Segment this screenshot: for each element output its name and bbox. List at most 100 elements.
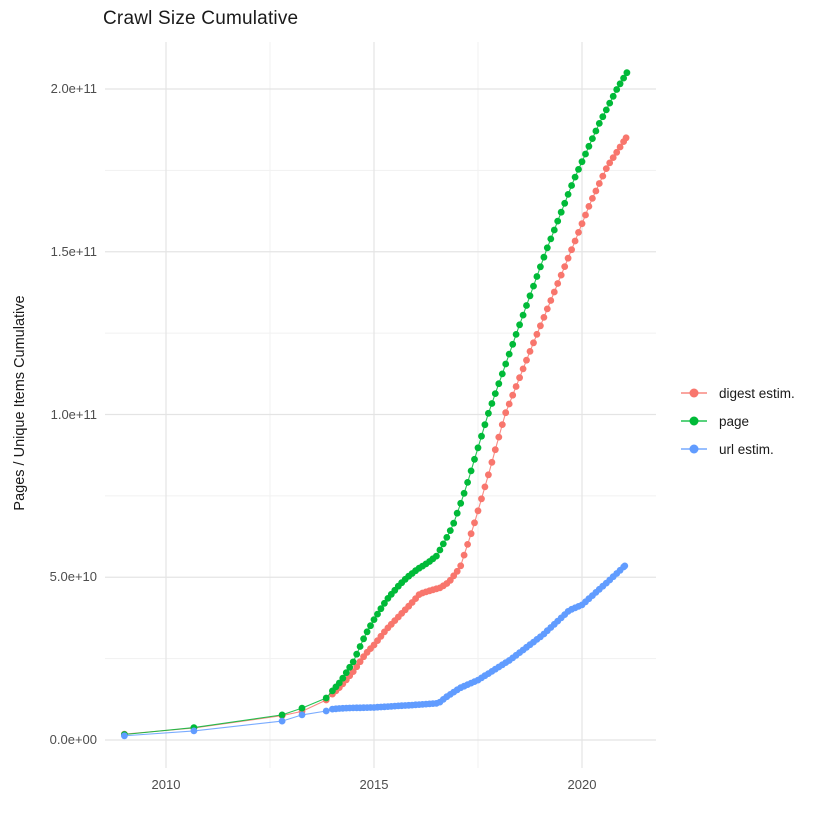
data-point bbox=[485, 409, 492, 417]
legend-key-icon bbox=[681, 388, 707, 398]
legend-item-digest-estim: digest estim. bbox=[681, 379, 795, 407]
legend-key-icon bbox=[681, 416, 707, 426]
data-point bbox=[533, 273, 541, 280]
data-point bbox=[602, 106, 610, 114]
data-point bbox=[595, 180, 603, 187]
data-point bbox=[346, 663, 354, 671]
data-point bbox=[298, 704, 306, 712]
series-url-estim bbox=[121, 562, 629, 740]
data-point bbox=[616, 143, 624, 151]
data-point bbox=[471, 519, 478, 527]
data-point bbox=[121, 732, 128, 740]
data-point bbox=[353, 663, 361, 671]
legend-key-dot bbox=[689, 444, 699, 454]
data-point bbox=[530, 339, 537, 347]
data-point bbox=[616, 80, 624, 88]
data-point bbox=[564, 254, 572, 262]
data-point bbox=[457, 562, 465, 570]
data-point bbox=[450, 519, 458, 527]
data-point bbox=[575, 166, 582, 173]
data-point bbox=[557, 271, 565, 279]
data-point bbox=[474, 444, 482, 452]
data-point bbox=[606, 99, 614, 107]
chart-title: Crawl Size Cumulative bbox=[103, 8, 299, 29]
data-point bbox=[606, 159, 614, 167]
data-point bbox=[509, 391, 517, 399]
data-point bbox=[582, 211, 589, 219]
legend-label: page bbox=[719, 413, 750, 429]
data-point bbox=[498, 421, 506, 428]
data-point bbox=[190, 727, 198, 735]
data-point bbox=[478, 495, 485, 503]
x-tick-label: 2015 bbox=[359, 777, 389, 792]
data-point bbox=[485, 471, 492, 479]
data-point bbox=[564, 191, 572, 198]
y-tick-label: 0.0e+00 bbox=[49, 732, 97, 747]
series-line bbox=[124, 72, 628, 736]
data-point bbox=[495, 380, 503, 388]
data-point bbox=[349, 658, 357, 666]
data-point bbox=[505, 350, 513, 358]
data-point bbox=[502, 360, 510, 368]
data-point bbox=[602, 165, 610, 173]
data-point bbox=[353, 650, 361, 658]
data-point bbox=[578, 158, 586, 166]
data-point bbox=[582, 150, 589, 158]
legend-key-dot bbox=[689, 388, 699, 398]
data-point bbox=[609, 92, 617, 100]
data-point bbox=[589, 135, 596, 143]
data-point bbox=[491, 390, 499, 397]
data-point bbox=[592, 187, 600, 195]
data-point bbox=[505, 400, 513, 408]
data-point bbox=[620, 74, 627, 82]
legend-key-dot bbox=[689, 416, 699, 426]
data-point bbox=[453, 567, 461, 575]
data-point bbox=[543, 305, 551, 313]
data-point bbox=[443, 534, 451, 541]
data-point bbox=[623, 69, 631, 77]
legend-key-icon bbox=[681, 444, 707, 454]
data-point bbox=[530, 282, 537, 290]
data-point bbox=[537, 322, 544, 330]
y-axis-title: Pages / Unique Items Cumulative bbox=[12, 295, 28, 511]
legend-item-url-estim: url estim. bbox=[681, 435, 795, 463]
data-point bbox=[512, 331, 520, 338]
data-point bbox=[377, 605, 385, 613]
data-point bbox=[540, 253, 548, 261]
data-point bbox=[621, 562, 629, 570]
data-point bbox=[488, 458, 496, 466]
data-point bbox=[568, 182, 575, 189]
x-tick-label: 2010 bbox=[151, 777, 181, 792]
data-point bbox=[550, 226, 558, 234]
data-point bbox=[585, 203, 593, 210]
data-point bbox=[516, 374, 523, 382]
data-point bbox=[467, 467, 475, 475]
data-point bbox=[613, 86, 621, 93]
data-point bbox=[322, 707, 330, 715]
data-point bbox=[367, 622, 374, 630]
y-tick-label: 2.0e+11 bbox=[50, 81, 97, 96]
data-point bbox=[381, 599, 388, 607]
data-point bbox=[519, 365, 527, 373]
legend-label: url estim. bbox=[719, 441, 774, 457]
data-point bbox=[561, 263, 569, 270]
y-tick-label: 1.5e+11 bbox=[50, 243, 97, 259]
data-point bbox=[464, 479, 471, 486]
data-point bbox=[561, 199, 569, 207]
data-point bbox=[433, 552, 440, 560]
data-point bbox=[474, 507, 482, 515]
data-point bbox=[481, 421, 489, 429]
data-point bbox=[547, 297, 555, 304]
data-point bbox=[554, 217, 562, 225]
data-point bbox=[592, 127, 600, 135]
data-point bbox=[360, 635, 367, 643]
data-point bbox=[460, 551, 468, 559]
data-point bbox=[575, 229, 582, 236]
data-point bbox=[339, 674, 347, 682]
data-point bbox=[523, 302, 530, 309]
data-point bbox=[298, 711, 306, 719]
data-point bbox=[498, 370, 506, 378]
data-point bbox=[342, 669, 350, 677]
data-point bbox=[460, 489, 468, 497]
